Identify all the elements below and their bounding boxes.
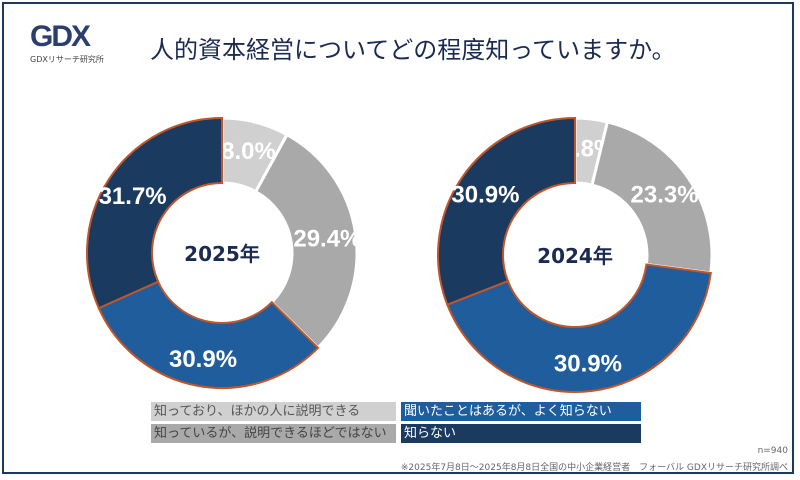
- donut-1-label-3: 30.9%: [451, 182, 519, 209]
- donut-1-center-label: 2024年: [537, 244, 613, 268]
- donut-0-label-0: 8.0%: [221, 138, 276, 165]
- legend-item-2: 知っているが、説明できるほどではない: [151, 424, 396, 443]
- legend-item-3: 聞いたことはあるが、よく知らない: [401, 402, 641, 421]
- logo-mark: GDX: [30, 20, 91, 53]
- legend-item-1: 知っており、ほかの人に説明できる: [151, 402, 396, 421]
- page-title: 人的資本経営についてどの程度知っていますか。: [150, 36, 676, 64]
- donut-0-slice-1: [253, 132, 359, 350]
- donut-0-slice-2: [97, 280, 320, 389]
- sample-size: n=940: [757, 446, 788, 456]
- logo-sub: GDXリサーチ研究所: [30, 55, 104, 64]
- frame: [2, 2, 794, 474]
- donut-1-label-1: 23.3%: [631, 182, 699, 209]
- donut-0-label-3: 31.7%: [99, 183, 167, 210]
- logo: GDX GDXリサーチ研究所: [30, 22, 110, 65]
- donut-1-slice-2: [446, 263, 712, 393]
- donut-0-label-1: 29.4%: [293, 226, 361, 253]
- donut-1-slice-3: [437, 116, 576, 306]
- source-note: ※2025年7月8日～2025年8月8日全国の中小企業経営者 フォーバル GDX…: [400, 463, 788, 473]
- donut-1-label-2: 30.9%: [554, 351, 622, 378]
- donut-0-label-2: 30.9%: [169, 346, 237, 373]
- legend-item-4: 知らない: [401, 424, 641, 443]
- donut-0-slice-3: [86, 116, 223, 310]
- donut-0-center-label: 2025年: [184, 242, 260, 266]
- donut-1-slice-1: [590, 120, 714, 275]
